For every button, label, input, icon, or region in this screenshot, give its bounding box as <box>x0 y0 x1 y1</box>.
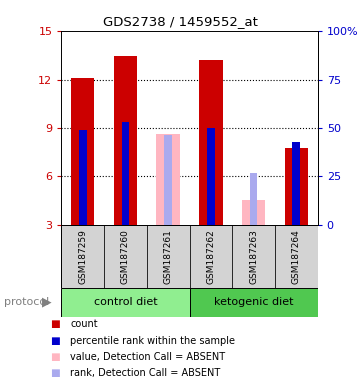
Bar <box>275 225 318 288</box>
Text: ■: ■ <box>51 319 60 329</box>
Text: ketogenic diet: ketogenic diet <box>214 297 293 308</box>
Bar <box>122 122 129 225</box>
Text: protocol: protocol <box>4 297 49 308</box>
Text: GSM187261: GSM187261 <box>164 229 173 284</box>
Bar <box>207 128 215 225</box>
Text: control diet: control diet <box>93 297 157 308</box>
Text: GDS2738 / 1459552_at: GDS2738 / 1459552_at <box>103 15 258 28</box>
Bar <box>232 225 275 288</box>
Text: GSM187263: GSM187263 <box>249 229 258 284</box>
Bar <box>79 131 87 225</box>
Text: percentile rank within the sample: percentile rank within the sample <box>70 336 235 346</box>
Bar <box>156 134 180 225</box>
Bar <box>284 148 308 225</box>
Bar <box>71 78 95 225</box>
Text: GSM187259: GSM187259 <box>78 229 87 284</box>
Text: ■: ■ <box>51 336 60 346</box>
Text: ■: ■ <box>51 352 60 362</box>
Text: ▶: ▶ <box>42 296 52 309</box>
Text: rank, Detection Call = ABSENT: rank, Detection Call = ABSENT <box>70 368 221 378</box>
Bar <box>61 288 190 317</box>
Bar <box>250 173 257 225</box>
Text: ■: ■ <box>51 368 60 378</box>
Bar <box>190 225 232 288</box>
Bar <box>147 225 190 288</box>
Text: value, Detection Call = ABSENT: value, Detection Call = ABSENT <box>70 352 226 362</box>
Text: GSM187264: GSM187264 <box>292 229 301 284</box>
Text: GSM187260: GSM187260 <box>121 229 130 284</box>
Bar <box>190 288 318 317</box>
Bar <box>242 200 265 225</box>
Bar <box>114 56 137 225</box>
Text: count: count <box>70 319 98 329</box>
Text: GSM187262: GSM187262 <box>206 229 216 284</box>
Bar <box>164 134 172 225</box>
Bar <box>104 225 147 288</box>
Bar <box>61 225 104 288</box>
Bar <box>199 60 223 225</box>
Bar <box>292 142 300 225</box>
